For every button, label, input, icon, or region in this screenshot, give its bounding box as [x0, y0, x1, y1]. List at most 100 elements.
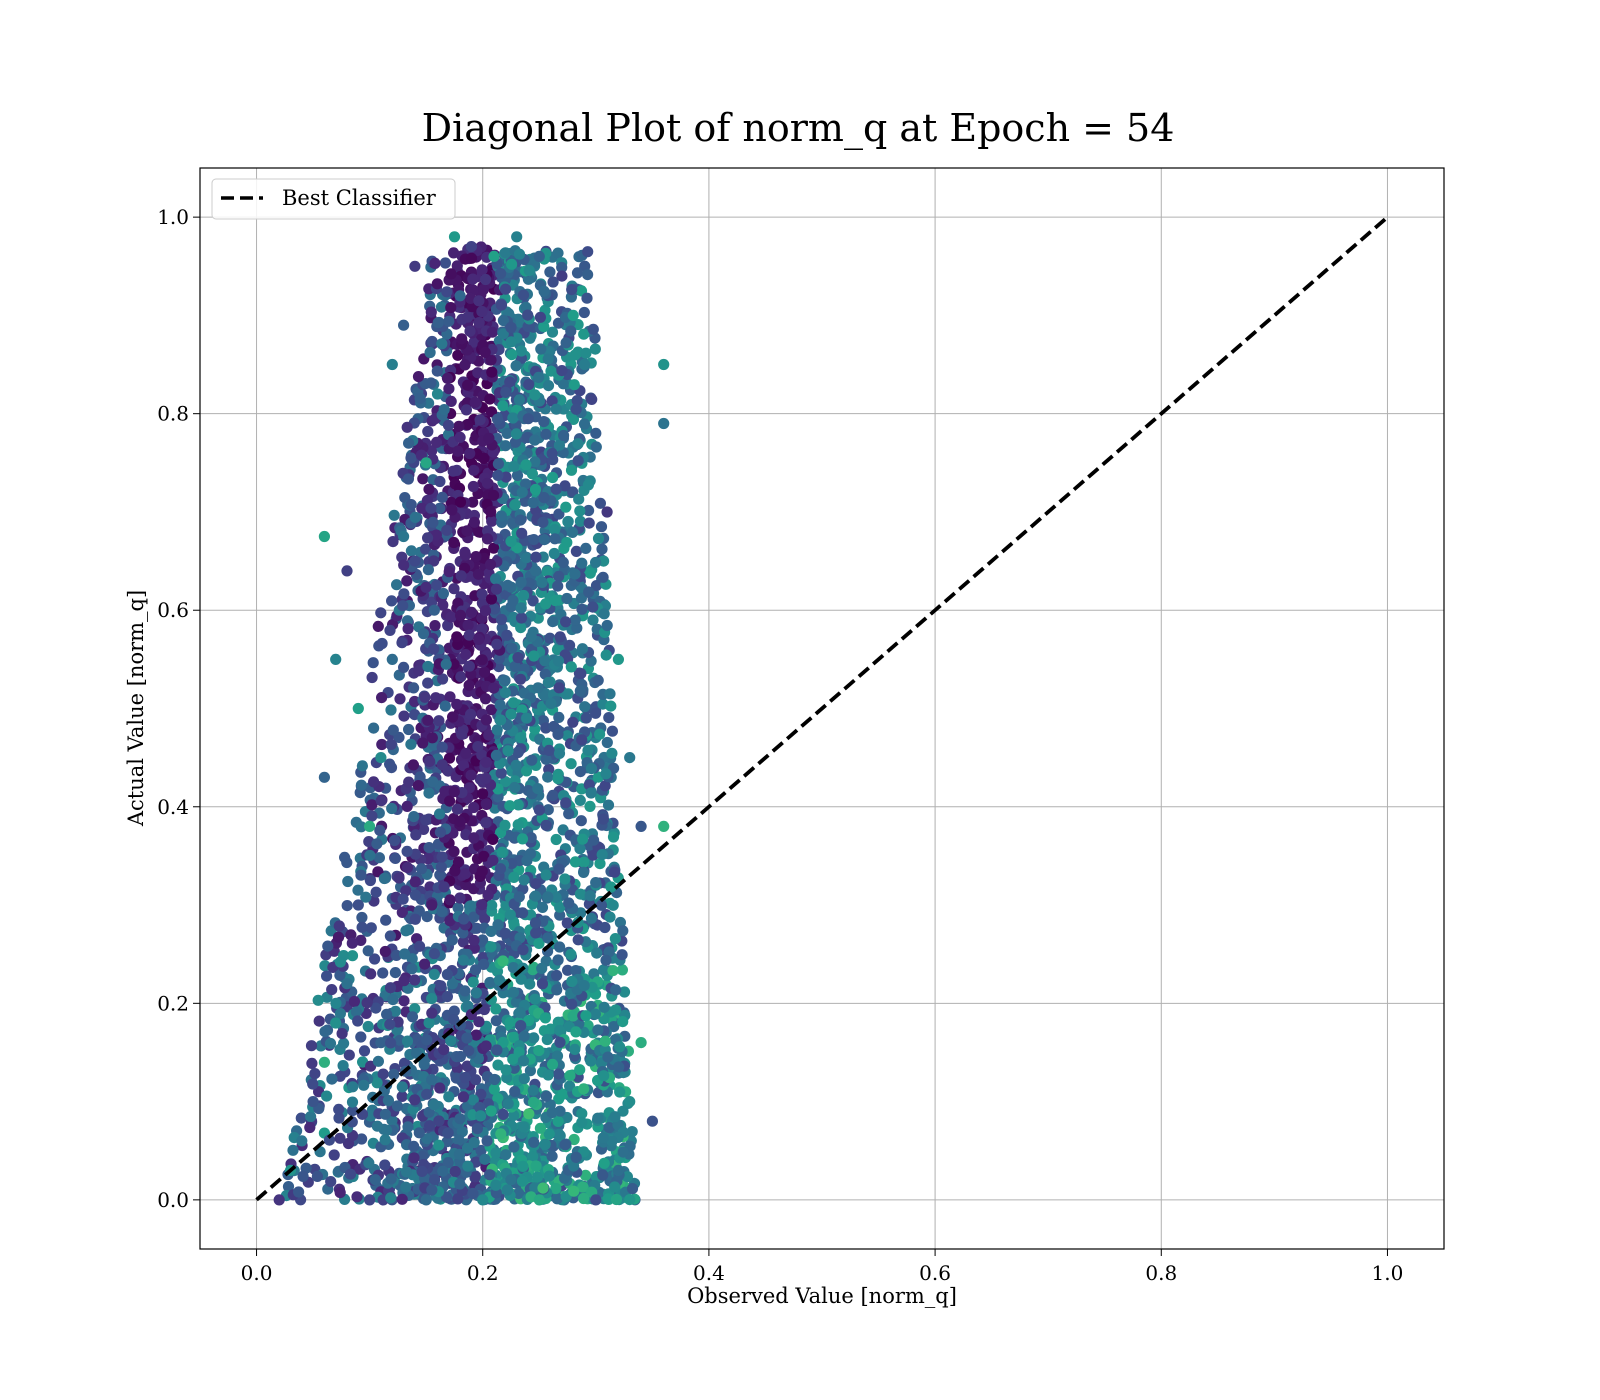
scatter-point [352, 1015, 364, 1027]
scatter-point [391, 1100, 403, 1112]
scatter-point [578, 306, 590, 319]
scatter-point [566, 998, 578, 1010]
scatter-point [459, 359, 471, 371]
scatter-point [500, 386, 512, 398]
scatter-point [368, 722, 380, 734]
scatter-point [516, 1175, 529, 1187]
legend-label-best-classifier: Best Classifier [282, 186, 437, 210]
scatter-point [423, 397, 435, 409]
scatter-point [410, 829, 422, 841]
scatter-point [590, 707, 602, 719]
scatter-point [358, 1079, 370, 1091]
scatter-point [421, 1034, 433, 1046]
scatter-point [430, 436, 443, 448]
scatter-point [366, 810, 378, 822]
scatter-point [452, 856, 465, 868]
scatter-point [590, 580, 603, 592]
scatter-point [442, 1157, 454, 1169]
scatter-point [387, 536, 399, 548]
scatter-point [379, 945, 391, 958]
scatter-point [469, 964, 482, 976]
scatter-point [391, 579, 403, 591]
scatter-point [436, 338, 448, 350]
scatter-point [384, 1018, 396, 1030]
scatter-point [456, 728, 468, 741]
scatter-point [295, 1112, 307, 1124]
scatter-point [499, 675, 511, 687]
scatter-point [530, 1160, 542, 1172]
scatter-point [600, 954, 612, 966]
scatter-point [448, 786, 460, 798]
scatter-point [408, 811, 420, 823]
scatter-point [364, 1194, 376, 1206]
scatter-point [470, 1029, 482, 1041]
scatter-point [603, 1122, 615, 1134]
scatter-point [599, 921, 611, 934]
scatter-point [609, 1181, 621, 1193]
scatter-point [384, 624, 396, 637]
scatter-point [492, 1092, 504, 1105]
scatter-point [512, 819, 524, 831]
scatter-point [438, 404, 450, 416]
scatter-point [612, 1164, 625, 1176]
scatter-point [507, 594, 519, 607]
scatter-point [406, 1011, 419, 1023]
scatter-point [426, 1184, 438, 1196]
scatter-point [409, 260, 421, 272]
scatter-point [422, 677, 434, 689]
scatter-point [401, 862, 414, 874]
scatter-point [424, 881, 436, 893]
scatter-point [530, 927, 542, 939]
scatter-point [518, 1030, 530, 1042]
scatter-point [579, 701, 591, 713]
scatter-point [385, 1173, 397, 1185]
scatter-point [624, 1096, 636, 1108]
scatter-point [601, 506, 613, 518]
scatter-point [479, 1153, 491, 1165]
scatter-point [543, 1170, 555, 1182]
scatter-point [480, 772, 492, 785]
scatter-point [569, 1043, 581, 1055]
scatter-point [476, 865, 488, 877]
scatter-point [435, 980, 447, 992]
scatter-point [574, 685, 586, 697]
scatter-point [396, 637, 408, 649]
scatter-point [479, 346, 491, 358]
scatter-point [352, 884, 364, 896]
scatter-point [541, 1033, 553, 1046]
scatter-point [476, 588, 488, 600]
scatter-point [464, 447, 476, 460]
scatter-point [477, 788, 489, 800]
scatter-point [562, 964, 574, 976]
scatter-point [396, 1193, 408, 1205]
scatter-point [361, 997, 373, 1009]
scatter-point [422, 660, 434, 673]
scatter-point [472, 741, 484, 753]
scatter-point [401, 615, 414, 627]
scatter-point [370, 1002, 382, 1014]
scatter-point [398, 319, 410, 331]
scatter-point [515, 973, 527, 985]
scatter-point [560, 616, 572, 628]
scatter-point [547, 616, 559, 628]
scatter-point [534, 1122, 547, 1134]
scatter-point [597, 1169, 609, 1181]
scatter-point [457, 1091, 470, 1103]
scatter-point [376, 692, 388, 704]
scatter-point [497, 328, 509, 340]
scatter-point [553, 439, 566, 451]
scatter-point [348, 995, 360, 1008]
scatter-point [508, 1109, 520, 1121]
scatter-point [554, 1036, 566, 1048]
scatter-point [515, 602, 527, 614]
scatter-point [437, 1165, 449, 1177]
scatter-point [512, 799, 524, 811]
scatter-point [388, 834, 401, 847]
scatter-point [307, 1078, 319, 1090]
scatter-point [420, 457, 432, 469]
scatter-point [494, 699, 506, 711]
scatter-point [544, 266, 556, 278]
scatter-point [442, 1127, 454, 1139]
scatter-point [505, 1174, 517, 1186]
scatter-point [505, 535, 517, 548]
